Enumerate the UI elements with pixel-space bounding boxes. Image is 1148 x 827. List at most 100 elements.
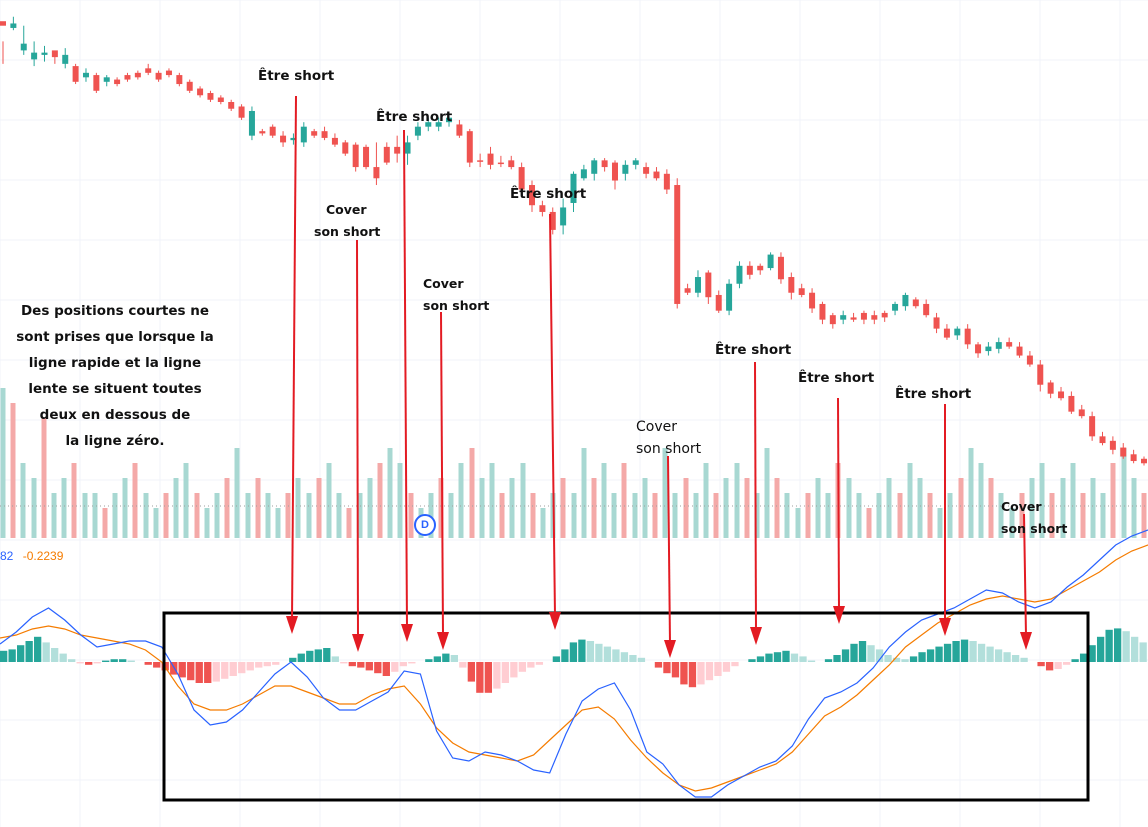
cover-label-3-line1: Cover (636, 419, 677, 435)
candle-body (497, 162, 504, 165)
volume-bar (805, 493, 811, 538)
histogram-bar (926, 649, 935, 662)
histogram-bar (884, 655, 892, 662)
volume-bar (703, 463, 709, 538)
histogram-bar (518, 662, 527, 672)
signal-arrow-head (664, 640, 676, 658)
volume-bar (1070, 463, 1076, 538)
candle-body (746, 265, 753, 275)
volume-bar (611, 493, 617, 538)
histogram-bar (722, 662, 731, 672)
histogram-bar (34, 636, 42, 662)
volume-bar (1141, 493, 1147, 538)
candle-body (238, 106, 245, 118)
candle-body (414, 126, 421, 136)
histogram-bar (68, 659, 76, 662)
volume-bar (937, 508, 943, 538)
candle-body (41, 52, 48, 55)
volume-bar (897, 493, 903, 538)
histogram-bar (323, 648, 331, 662)
histogram-bar (654, 662, 663, 668)
candle-body (1078, 409, 1085, 417)
volume-bar (1110, 463, 1116, 538)
candle-body (529, 185, 536, 206)
histogram-bar (935, 646, 943, 662)
volume-bar (795, 508, 801, 538)
candle-body (736, 265, 743, 284)
volume-bar (336, 493, 342, 538)
volume-bar (958, 478, 964, 538)
histogram-bar (382, 662, 390, 676)
cover-label-3: Cover son short (636, 416, 701, 460)
histogram-bar (994, 649, 1003, 662)
candle-body (943, 328, 950, 338)
volume-bar (1060, 478, 1066, 538)
candle-body (62, 54, 69, 64)
histogram-bar (1003, 652, 1011, 662)
signal-arrow-shaft (440, 311, 444, 637)
histogram-bar (901, 659, 909, 662)
histogram-bar (0, 650, 8, 662)
candle-body (975, 344, 982, 354)
histogram-bar (620, 652, 629, 662)
candle-body (954, 328, 961, 336)
histogram-bar (1096, 636, 1105, 662)
volume-bar (92, 493, 98, 538)
volume-bar (886, 478, 892, 538)
candle-body (51, 50, 58, 58)
volume-bar (1090, 478, 1096, 538)
histogram-bar (433, 656, 441, 662)
side-note-line: la ligne zéro. (65, 433, 165, 449)
dividend-badge[interactable]: D (414, 514, 436, 536)
candle-body (1130, 454, 1137, 462)
histogram-bar (204, 662, 212, 683)
histogram-bar (331, 656, 339, 662)
histogram-bar (178, 662, 186, 678)
candle-body (331, 137, 338, 145)
histogram-bar (671, 662, 680, 678)
candle-body (1047, 382, 1054, 394)
volume-bar (866, 508, 872, 538)
volume-bar (846, 478, 852, 538)
volume-bar (1019, 493, 1025, 538)
volume-bar (214, 493, 220, 538)
volume-bar (774, 478, 780, 538)
histogram-bar (374, 662, 382, 674)
histogram-bar (612, 649, 620, 662)
candle-body (31, 52, 38, 60)
histogram-bar (799, 656, 807, 662)
volume-bars (0, 388, 1147, 538)
short-label-6: Être short (895, 386, 972, 402)
histogram-bar (977, 643, 986, 662)
candle-body (1141, 458, 1147, 464)
histogram-bar (1105, 629, 1113, 662)
volume-bar (51, 493, 57, 538)
histogram-bar (76, 662, 84, 664)
signal-arrow-head (939, 618, 951, 636)
volume-bar (10, 403, 16, 538)
histogram-bar (42, 642, 50, 662)
histogram-bar (51, 648, 59, 662)
volume-bar (479, 478, 485, 538)
histogram-bar (527, 662, 535, 668)
histogram-bar (1071, 659, 1079, 662)
volume-bar (112, 493, 118, 538)
histogram-bar (637, 657, 646, 662)
candle-body (757, 265, 764, 271)
short-label-4: Être short (715, 342, 792, 358)
histogram-bar (790, 653, 799, 662)
volume-bar (571, 493, 577, 538)
macd-histogram (0, 628, 1147, 693)
histogram-bar (807, 660, 816, 662)
volume-bar (744, 478, 750, 538)
volume-bar (204, 508, 210, 538)
histogram-bar (1113, 628, 1122, 662)
histogram-bar (450, 655, 458, 662)
signal-arrow-shaft (291, 95, 297, 621)
side-note-line: sont prises que lorsque la (16, 329, 214, 345)
candle-body (622, 164, 629, 174)
histogram-bar (1011, 655, 1020, 662)
candle-body (871, 315, 878, 320)
volume-bar (448, 493, 454, 538)
candle-body (466, 131, 473, 163)
